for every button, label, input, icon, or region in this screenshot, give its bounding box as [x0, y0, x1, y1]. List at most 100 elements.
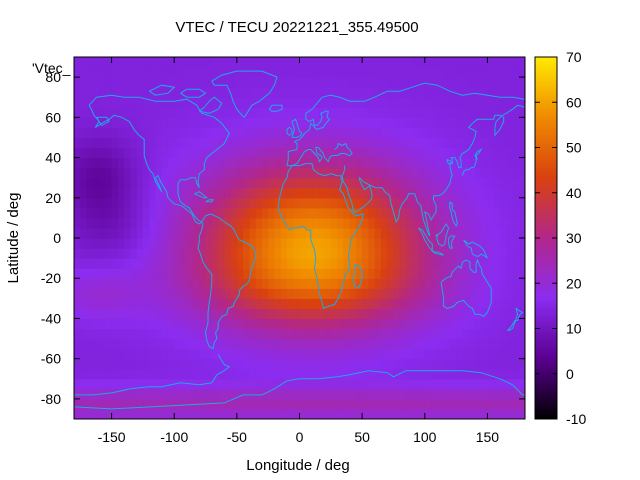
heatmap-cell	[117, 408, 125, 419]
heatmap-cell	[218, 197, 225, 209]
heatmap-cell	[418, 97, 426, 108]
heatmap-cell	[462, 97, 470, 108]
heatmap-cell	[456, 308, 463, 320]
heatmap-cell	[405, 388, 413, 400]
heatmap-cell	[99, 107, 106, 118]
heatmap-cell	[506, 318, 514, 330]
heatmap-cell	[393, 238, 401, 249]
heatmap-cell	[86, 388, 94, 400]
heatmap-cell	[230, 398, 238, 410]
heatmap-cell	[211, 398, 219, 410]
heatmap-cell	[261, 318, 269, 330]
heatmap-cell	[330, 348, 338, 360]
heatmap-cell	[418, 107, 426, 118]
heatmap-cell	[268, 207, 276, 219]
heatmap-cell	[487, 227, 495, 239]
heatmap-cell	[130, 358, 138, 370]
heatmap-cell	[211, 308, 219, 320]
heatmap-cell	[368, 238, 376, 249]
heatmap-cell	[174, 328, 182, 340]
heatmap-cell	[324, 197, 332, 209]
heatmap-cell	[337, 97, 344, 108]
heatmap-cell	[330, 67, 338, 78]
heatmap-cell	[142, 408, 150, 419]
heatmap-cell	[224, 388, 232, 400]
heatmap-cell	[261, 117, 269, 128]
heatmap-cell	[236, 207, 244, 219]
heatmap-cell	[305, 167, 313, 179]
heatmap-cell	[236, 328, 244, 340]
heatmap-cell	[349, 268, 357, 279]
heatmap-cell	[481, 348, 489, 360]
heatmap-cell	[362, 227, 369, 239]
heatmap-cell	[337, 147, 344, 159]
heatmap-cell	[324, 258, 332, 269]
heatmap-cell	[218, 217, 225, 229]
heatmap-cell	[92, 258, 100, 269]
heatmap-cell	[199, 348, 207, 360]
heatmap-cell	[268, 368, 276, 380]
heatmap-cell	[205, 338, 213, 350]
heatmap-cell	[92, 67, 100, 78]
heatmap-cell	[318, 137, 326, 149]
heatmap-cell	[305, 408, 313, 419]
heatmap-cell	[186, 57, 194, 68]
heatmap-cell	[462, 318, 470, 330]
heatmap-cell	[299, 127, 307, 139]
heatmap-cell	[136, 137, 144, 149]
heatmap-cell	[261, 207, 269, 219]
heatmap-cell	[481, 288, 489, 299]
heatmap-cell	[205, 248, 213, 259]
heatmap-cell	[211, 117, 219, 128]
heatmap-cell	[474, 77, 482, 88]
heatmap-cell	[230, 348, 238, 360]
heatmap-cell	[211, 258, 219, 269]
heatmap-cell	[481, 77, 489, 88]
heatmap-cell	[424, 147, 432, 159]
heatmap-cell	[474, 318, 482, 330]
heatmap-cell	[224, 187, 232, 199]
heatmap-cell	[499, 127, 507, 139]
heatmap-cell	[293, 398, 301, 410]
heatmap-cell	[99, 87, 106, 98]
heatmap-cell	[449, 298, 457, 309]
heatmap-cell	[368, 398, 376, 410]
heatmap-cell	[312, 207, 319, 219]
heatmap-cell	[399, 107, 407, 118]
heatmap-cell	[255, 107, 263, 118]
heatmap-cell	[268, 378, 276, 390]
heatmap-cell	[136, 147, 144, 159]
heatmap-cell	[493, 67, 501, 78]
heatmap-cell	[86, 187, 94, 199]
heatmap-cell	[274, 348, 282, 360]
heatmap-cell	[293, 227, 301, 239]
heatmap-cell	[280, 147, 288, 159]
heatmap-cell	[80, 338, 88, 350]
heatmap-cell	[224, 167, 232, 179]
heatmap-cell	[324, 57, 332, 68]
heatmap-cell	[268, 187, 276, 199]
heatmap-cell	[312, 318, 319, 330]
heatmap-cell	[218, 388, 225, 400]
heatmap-cell	[236, 388, 244, 400]
heatmap-cell	[80, 408, 88, 419]
coastline-segment	[198, 96, 223, 114]
heatmap-cell	[312, 227, 319, 239]
heatmap-cell	[218, 278, 225, 289]
heatmap-cell	[456, 328, 463, 340]
heatmap-cell	[243, 57, 250, 68]
heatmap-cell	[230, 318, 238, 330]
heatmap-cell	[230, 288, 238, 299]
heatmap-cell	[218, 157, 225, 169]
heatmap-cell	[405, 167, 413, 179]
heatmap-cell	[487, 258, 495, 269]
heatmap-cell	[99, 157, 106, 169]
heatmap-cell	[343, 137, 351, 149]
heatmap-cell	[205, 368, 213, 380]
heatmap-cell	[437, 137, 445, 149]
heatmap-cell	[80, 217, 88, 229]
heatmap-cell	[380, 358, 388, 370]
heatmap-cell	[449, 328, 457, 340]
heatmap-cell	[224, 117, 232, 128]
heatmap-cell	[349, 147, 357, 159]
